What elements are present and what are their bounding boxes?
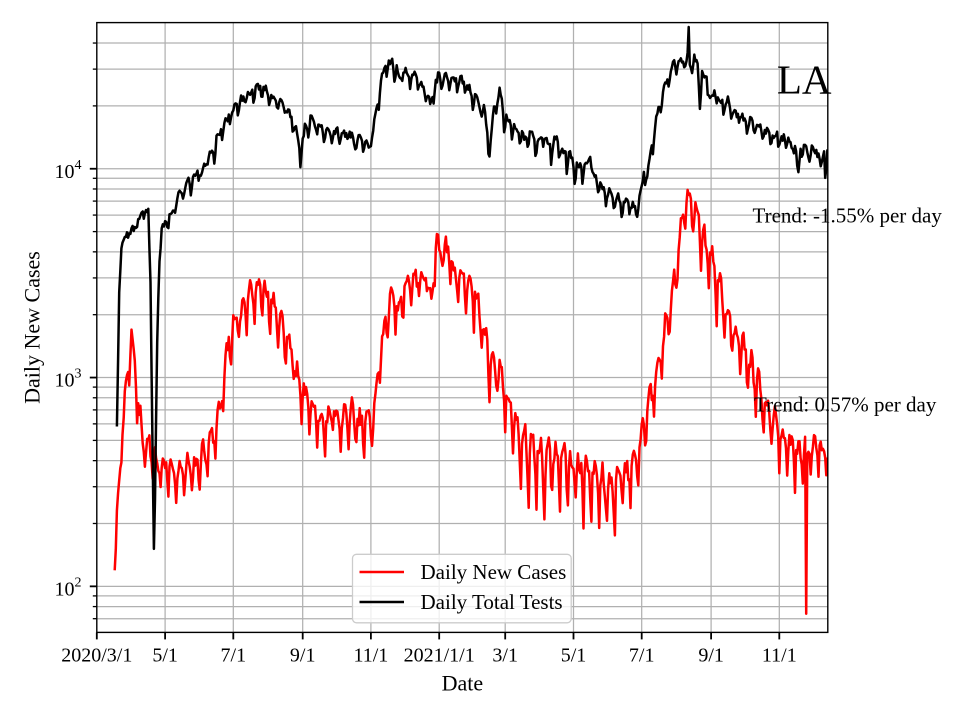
svg-text:11/1: 11/1 [353, 645, 388, 667]
svg-text:11/1: 11/1 [762, 645, 797, 667]
svg-text:Daily New Cases: Daily New Cases [421, 560, 567, 584]
svg-text:7/1: 7/1 [221, 645, 247, 667]
svg-text:Daily Total Tests: Daily Total Tests [421, 590, 563, 614]
svg-text:5/1: 5/1 [152, 645, 178, 667]
svg-text:Trend: -1.55% per day: Trend: -1.55% per day [753, 204, 943, 228]
svg-text:LA: LA [777, 57, 832, 103]
svg-text:5/1: 5/1 [561, 645, 587, 667]
svg-text:Daily New Cases: Daily New Cases [20, 251, 45, 404]
svg-text:Trend: 0.57% per day: Trend: 0.57% per day [754, 393, 937, 417]
svg-text:Date: Date [442, 671, 484, 696]
svg-text:9/1: 9/1 [698, 645, 724, 667]
svg-text:2020/3/1: 2020/3/1 [61, 645, 132, 667]
svg-text:7/1: 7/1 [629, 645, 655, 667]
svg-text:2021/1/1: 2021/1/1 [404, 645, 475, 667]
svg-text:3/1: 3/1 [492, 645, 518, 667]
svg-text:9/1: 9/1 [290, 645, 316, 667]
